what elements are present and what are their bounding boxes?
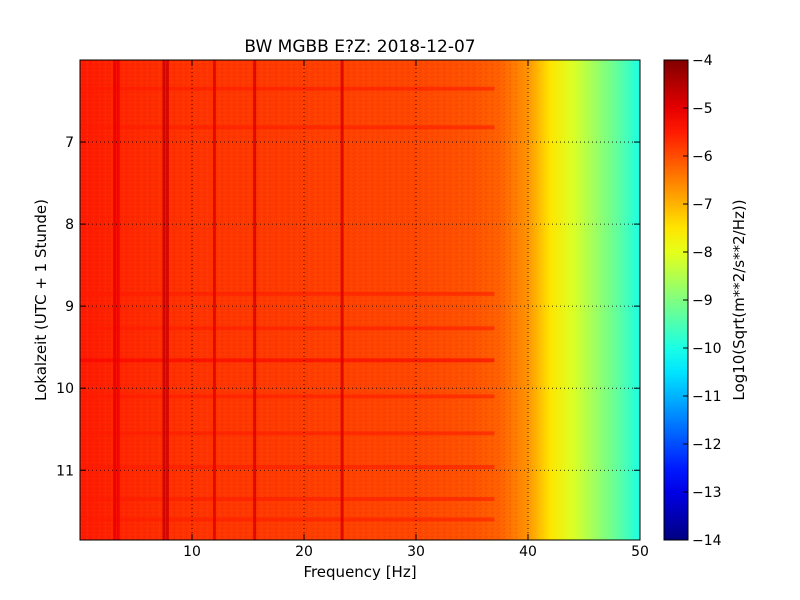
x-tick-label: 20 — [295, 544, 313, 560]
time-band — [80, 125, 495, 130]
colorbar-tick-label: −9 — [692, 293, 713, 309]
colorbar-tick-label: −4 — [692, 53, 713, 69]
time-band — [80, 358, 495, 363]
spectral-line — [165, 60, 169, 540]
plot-area — [80, 60, 640, 540]
colorbar-tick-label: −12 — [692, 437, 722, 453]
spectral-line — [340, 60, 344, 540]
y-tick-label: 9 — [65, 299, 74, 315]
time-band — [80, 497, 495, 501]
spectral-line — [162, 60, 166, 540]
spectral-line — [116, 60, 120, 540]
time-band — [80, 431, 495, 436]
spectral-lines — [113, 60, 344, 540]
x-axis-label: Frequency [Hz] — [303, 563, 416, 581]
colorbar-tick-label: −14 — [692, 533, 722, 549]
time-band — [80, 326, 495, 331]
x-tick-label: 40 — [519, 544, 537, 560]
x-tick-label: 30 — [407, 544, 425, 560]
colorbar-tick-label: −11 — [692, 389, 722, 405]
time-band — [80, 517, 495, 522]
y-tick-label: 10 — [56, 381, 74, 397]
colorbar-tick-label: −13 — [692, 485, 722, 501]
time-band — [80, 86, 495, 91]
grid — [80, 60, 640, 540]
x-tick-label: 10 — [183, 544, 201, 560]
x-axis-ticks: 10 20 30 40 50 — [183, 60, 649, 560]
y-axis-ticks: 7 8 9 10 11 — [56, 135, 640, 479]
spectral-line — [212, 60, 216, 540]
x-tick-label: 50 — [631, 544, 649, 560]
y-axis-label: Lokalzeit (UTC + 1 Stunde) — [32, 199, 50, 401]
chart-title: BW MGBB E?Z: 2018-12-07 — [244, 37, 475, 57]
colorbar-tick-label: −10 — [692, 341, 722, 357]
colorbar-tick-label: −6 — [692, 149, 713, 165]
y-tick-label: 8 — [65, 217, 74, 233]
spectrogram-texture — [80, 60, 520, 540]
time-band — [80, 394, 495, 399]
time-band — [80, 291, 495, 296]
time-bands — [80, 86, 495, 522]
plot-frame — [79, 59, 641, 541]
spectral-line — [113, 60, 117, 540]
colorbar-tick-label: −5 — [692, 101, 713, 117]
colorbar: −4 −5 −6 −7 −8 −9 −10 −11 −12 −13 −14 Log10(Sqrt(m… — [663, 53, 748, 549]
colorbar-tick-label: −7 — [692, 197, 713, 213]
spectral-line — [253, 60, 257, 540]
time-band — [80, 465, 495, 469]
colorbar-tick-label: −8 — [692, 245, 713, 261]
colorbar-ticks: −4 −5 −6 −7 −8 −9 −10 −11 −12 −13 −14 — [683, 53, 722, 549]
y-tick-label: 7 — [65, 135, 74, 151]
colorbar-label: Log10(Sqrt(m**2/s**2/Hz)) — [730, 199, 748, 400]
y-tick-label: 11 — [56, 463, 74, 479]
